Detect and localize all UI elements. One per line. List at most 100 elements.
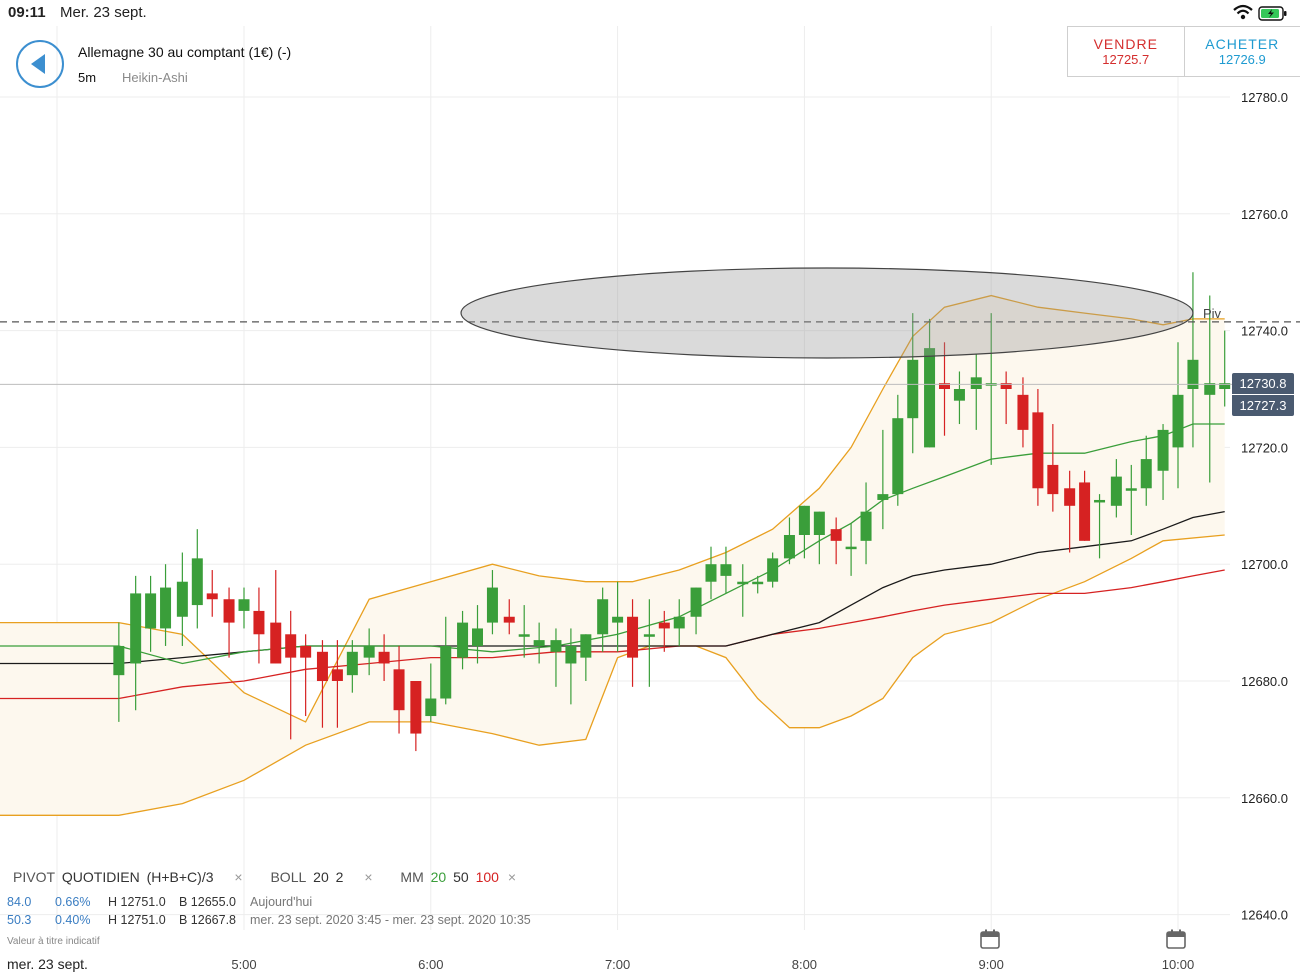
current-buy-price-tag: 12727.3 [1232, 395, 1294, 416]
candle-body [627, 616, 639, 658]
candle-body [253, 610, 265, 635]
stat-high: H 12751.0 [108, 913, 166, 927]
candle-body [877, 494, 889, 500]
candle [924, 318, 936, 448]
candle [425, 663, 437, 722]
candle-body [410, 681, 422, 734]
stat-range: Aujourd'hui [250, 895, 313, 909]
candle [145, 575, 157, 652]
calendar-icon[interactable] [1166, 929, 1186, 949]
candle [953, 371, 965, 425]
stat-range: mer. 23 sept. 2020 3:45 - mer. 23 sept. … [250, 913, 531, 927]
chart-type-selector[interactable]: Heikin-Ashi [122, 70, 188, 85]
annotation-layer: Piv [0, 267, 1300, 385]
candle [191, 529, 203, 629]
y-tick-label: 12720.0 [1241, 440, 1288, 455]
mm-label[interactable]: MM [400, 869, 424, 885]
trade-panel: VENDRE 12725.7 ACHETER 12726.9 [1067, 26, 1300, 77]
remove-boll-icon[interactable]: × [364, 869, 373, 885]
candle [1047, 424, 1059, 512]
candle-body [953, 389, 965, 401]
candle-body [160, 587, 172, 629]
mm-50[interactable]: 50 [453, 869, 469, 885]
buy-button[interactable]: ACHETER 12726.9 [1183, 27, 1300, 76]
candle-body [1000, 383, 1012, 389]
candle-body [924, 348, 936, 448]
bollinger-band-area [0, 295, 1225, 816]
pivot-period[interactable]: QUOTIDIEN [61, 869, 140, 885]
sell-button[interactable]: VENDRE 12725.7 [1068, 27, 1184, 76]
pivot-formula[interactable]: (H+B+C)/3 [146, 869, 214, 885]
candle [970, 353, 982, 430]
candle-body [331, 669, 343, 681]
boll-deviation[interactable]: 2 [335, 869, 344, 885]
candle-body [1172, 394, 1184, 448]
x-tick-label: 10:00 [1162, 957, 1195, 972]
candle-body [533, 640, 545, 646]
axis-labels: 12780.0 12760.0 12740.0 12720.0 12700.0 12680… [231, 90, 1288, 972]
candle [378, 634, 390, 681]
pivot-line-label: Piv [1203, 306, 1222, 321]
boll-label[interactable]: BOLL [270, 869, 307, 885]
interval-selector[interactable]: 5m [78, 70, 97, 85]
calendar-icon[interactable] [980, 929, 1000, 949]
stat-high: H 12751.0 [108, 895, 166, 909]
indicator-legend: PIVOT QUOTIDIEN (H+B+C)/3 × BOLL 20 2 × … [13, 869, 540, 885]
candle-body [440, 645, 452, 699]
back-button[interactable] [16, 40, 64, 88]
candle-body [658, 622, 670, 629]
y-tick-label: 12780.0 [1241, 90, 1288, 105]
candle [907, 313, 919, 454]
candle [223, 587, 235, 658]
candle [939, 342, 950, 436]
candle [1032, 389, 1044, 506]
candle [472, 605, 483, 664]
back-arrow-icon [31, 54, 45, 74]
y-tick-label: 12660.0 [1241, 791, 1288, 806]
candle [892, 394, 904, 506]
candle-body [892, 418, 904, 495]
disclaimer: Valeur à titre indicatif [7, 936, 100, 947]
candle-body [486, 587, 498, 623]
status-bar: 09:11 Mer. 23 sept. [0, 0, 1300, 26]
instrument-name[interactable]: Allemagne 30 au comptant (1€) (-) [78, 44, 292, 60]
candle-body [1064, 488, 1076, 506]
candle-body [705, 564, 717, 582]
candle [363, 628, 375, 676]
candle [1017, 377, 1029, 448]
x-tick-label: 7:00 [605, 957, 630, 972]
y-tick-label: 12680.0 [1241, 674, 1288, 689]
candle-body [970, 377, 982, 389]
stat-percent: 0.40% [55, 913, 91, 927]
bollinger-upper-line [0, 294, 1225, 723]
candle-body [1219, 383, 1231, 389]
candle-body [457, 622, 469, 658]
candle-body [300, 645, 312, 658]
candle-body [830, 529, 842, 541]
boll-period[interactable]: 20 [313, 869, 329, 885]
candle [457, 610, 469, 670]
candle-body [597, 599, 609, 635]
status-time: 09:11 [8, 4, 46, 21]
chart-header: Allemagne 30 au comptant (1€) (-) 5m Hei… [0, 30, 1300, 100]
candle [1125, 464, 1137, 535]
status-icons [1230, 3, 1290, 28]
pivot-label[interactable]: PIVOT [13, 869, 56, 885]
candle [612, 581, 624, 652]
mm-20[interactable]: 20 [430, 869, 447, 885]
remove-mm-icon[interactable]: × [507, 869, 516, 885]
candle-body [1032, 412, 1044, 489]
remove-pivot-icon[interactable]: × [234, 869, 243, 885]
candle-body [1094, 499, 1106, 503]
candle-body [130, 593, 142, 664]
current-date-label: mer. 23 sept. [7, 956, 88, 972]
mm-100[interactable]: 100 [475, 869, 499, 885]
candle [1219, 330, 1231, 407]
candle-body [798, 505, 810, 535]
candle-body [270, 622, 282, 664]
candle-body [176, 581, 188, 617]
candle [503, 599, 515, 635]
candle [877, 429, 889, 530]
candle [1094, 494, 1106, 559]
